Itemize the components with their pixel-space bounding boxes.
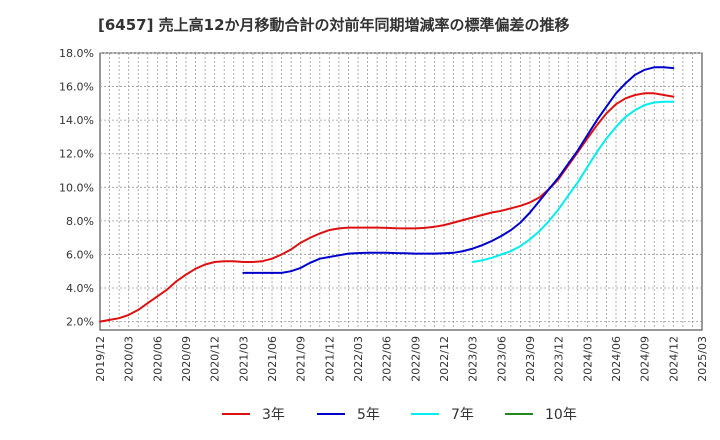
y-tick-label: 8.0% bbox=[66, 215, 94, 228]
y-tick-label: 6.0% bbox=[66, 248, 94, 261]
x-tick-label: 2021/03 bbox=[237, 336, 250, 382]
x-axis-tick-labels: 2019/12 2020/03 2020/06 2020/09 2020/12 2021/… bbox=[94, 336, 709, 382]
x-tick-label: 2022/09 bbox=[409, 336, 422, 382]
legend: 3年 5年 7年 10年 bbox=[222, 407, 577, 423]
x-tick-label: 2023/09 bbox=[524, 336, 537, 382]
x-tick-label: 2023/03 bbox=[467, 336, 480, 382]
x-tick-label: 2021/09 bbox=[295, 336, 308, 382]
y-tick-label: 18.0% bbox=[59, 47, 94, 60]
x-tick-label: 2021/12 bbox=[323, 336, 336, 382]
x-tick-label: 2020/09 bbox=[180, 336, 193, 382]
x-tick-label: 2025/03 bbox=[696, 336, 709, 382]
x-tick-label: 2023/06 bbox=[495, 336, 508, 382]
legend-label: 7年 bbox=[451, 407, 474, 423]
x-tick-label: 2021/06 bbox=[266, 336, 279, 382]
x-tick-label: 2024/12 bbox=[667, 336, 680, 382]
x-tick-label: 2024/09 bbox=[639, 336, 652, 382]
y-tick-label: 12.0% bbox=[59, 148, 94, 161]
x-tick-label: 2022/12 bbox=[438, 336, 451, 382]
y-tick-label: 4.0% bbox=[66, 282, 94, 295]
y-axis-tick-labels: 2.0% 4.0% 6.0% 8.0% 10.0% 12.0% 14.0% 16.0% 18.0… bbox=[59, 47, 94, 329]
series-lines bbox=[99, 66, 675, 323]
plot-area bbox=[99, 52, 703, 331]
x-tick-label: 2024/03 bbox=[581, 336, 594, 382]
legend-label: 3年 bbox=[262, 407, 285, 423]
x-tick-label: 2020/12 bbox=[209, 336, 222, 382]
x-tick-label: 2022/06 bbox=[381, 336, 394, 382]
y-tick-label: 10.0% bbox=[59, 181, 94, 194]
series-line bbox=[242, 66, 675, 274]
series-line bbox=[471, 100, 675, 263]
x-tick-label: 2020/03 bbox=[123, 336, 136, 382]
y-tick-label: 14.0% bbox=[59, 114, 94, 127]
y-tick-label: 16.0% bbox=[59, 81, 94, 94]
x-tick-label: 2022/03 bbox=[352, 336, 365, 382]
x-tick-label: 2020/06 bbox=[151, 336, 164, 382]
chart-title: [6457] 売上高12か月移動合計の対前年同期増減率の標準偏差の推移 bbox=[98, 16, 570, 34]
legend-label: 10年 bbox=[545, 407, 577, 423]
legend-label: 5年 bbox=[357, 407, 380, 423]
x-tick-label: 2023/12 bbox=[553, 336, 566, 382]
x-tick-label: 2024/06 bbox=[610, 336, 623, 382]
y-tick-label: 2.0% bbox=[66, 316, 94, 329]
x-tick-label: 2019/12 bbox=[94, 336, 107, 382]
